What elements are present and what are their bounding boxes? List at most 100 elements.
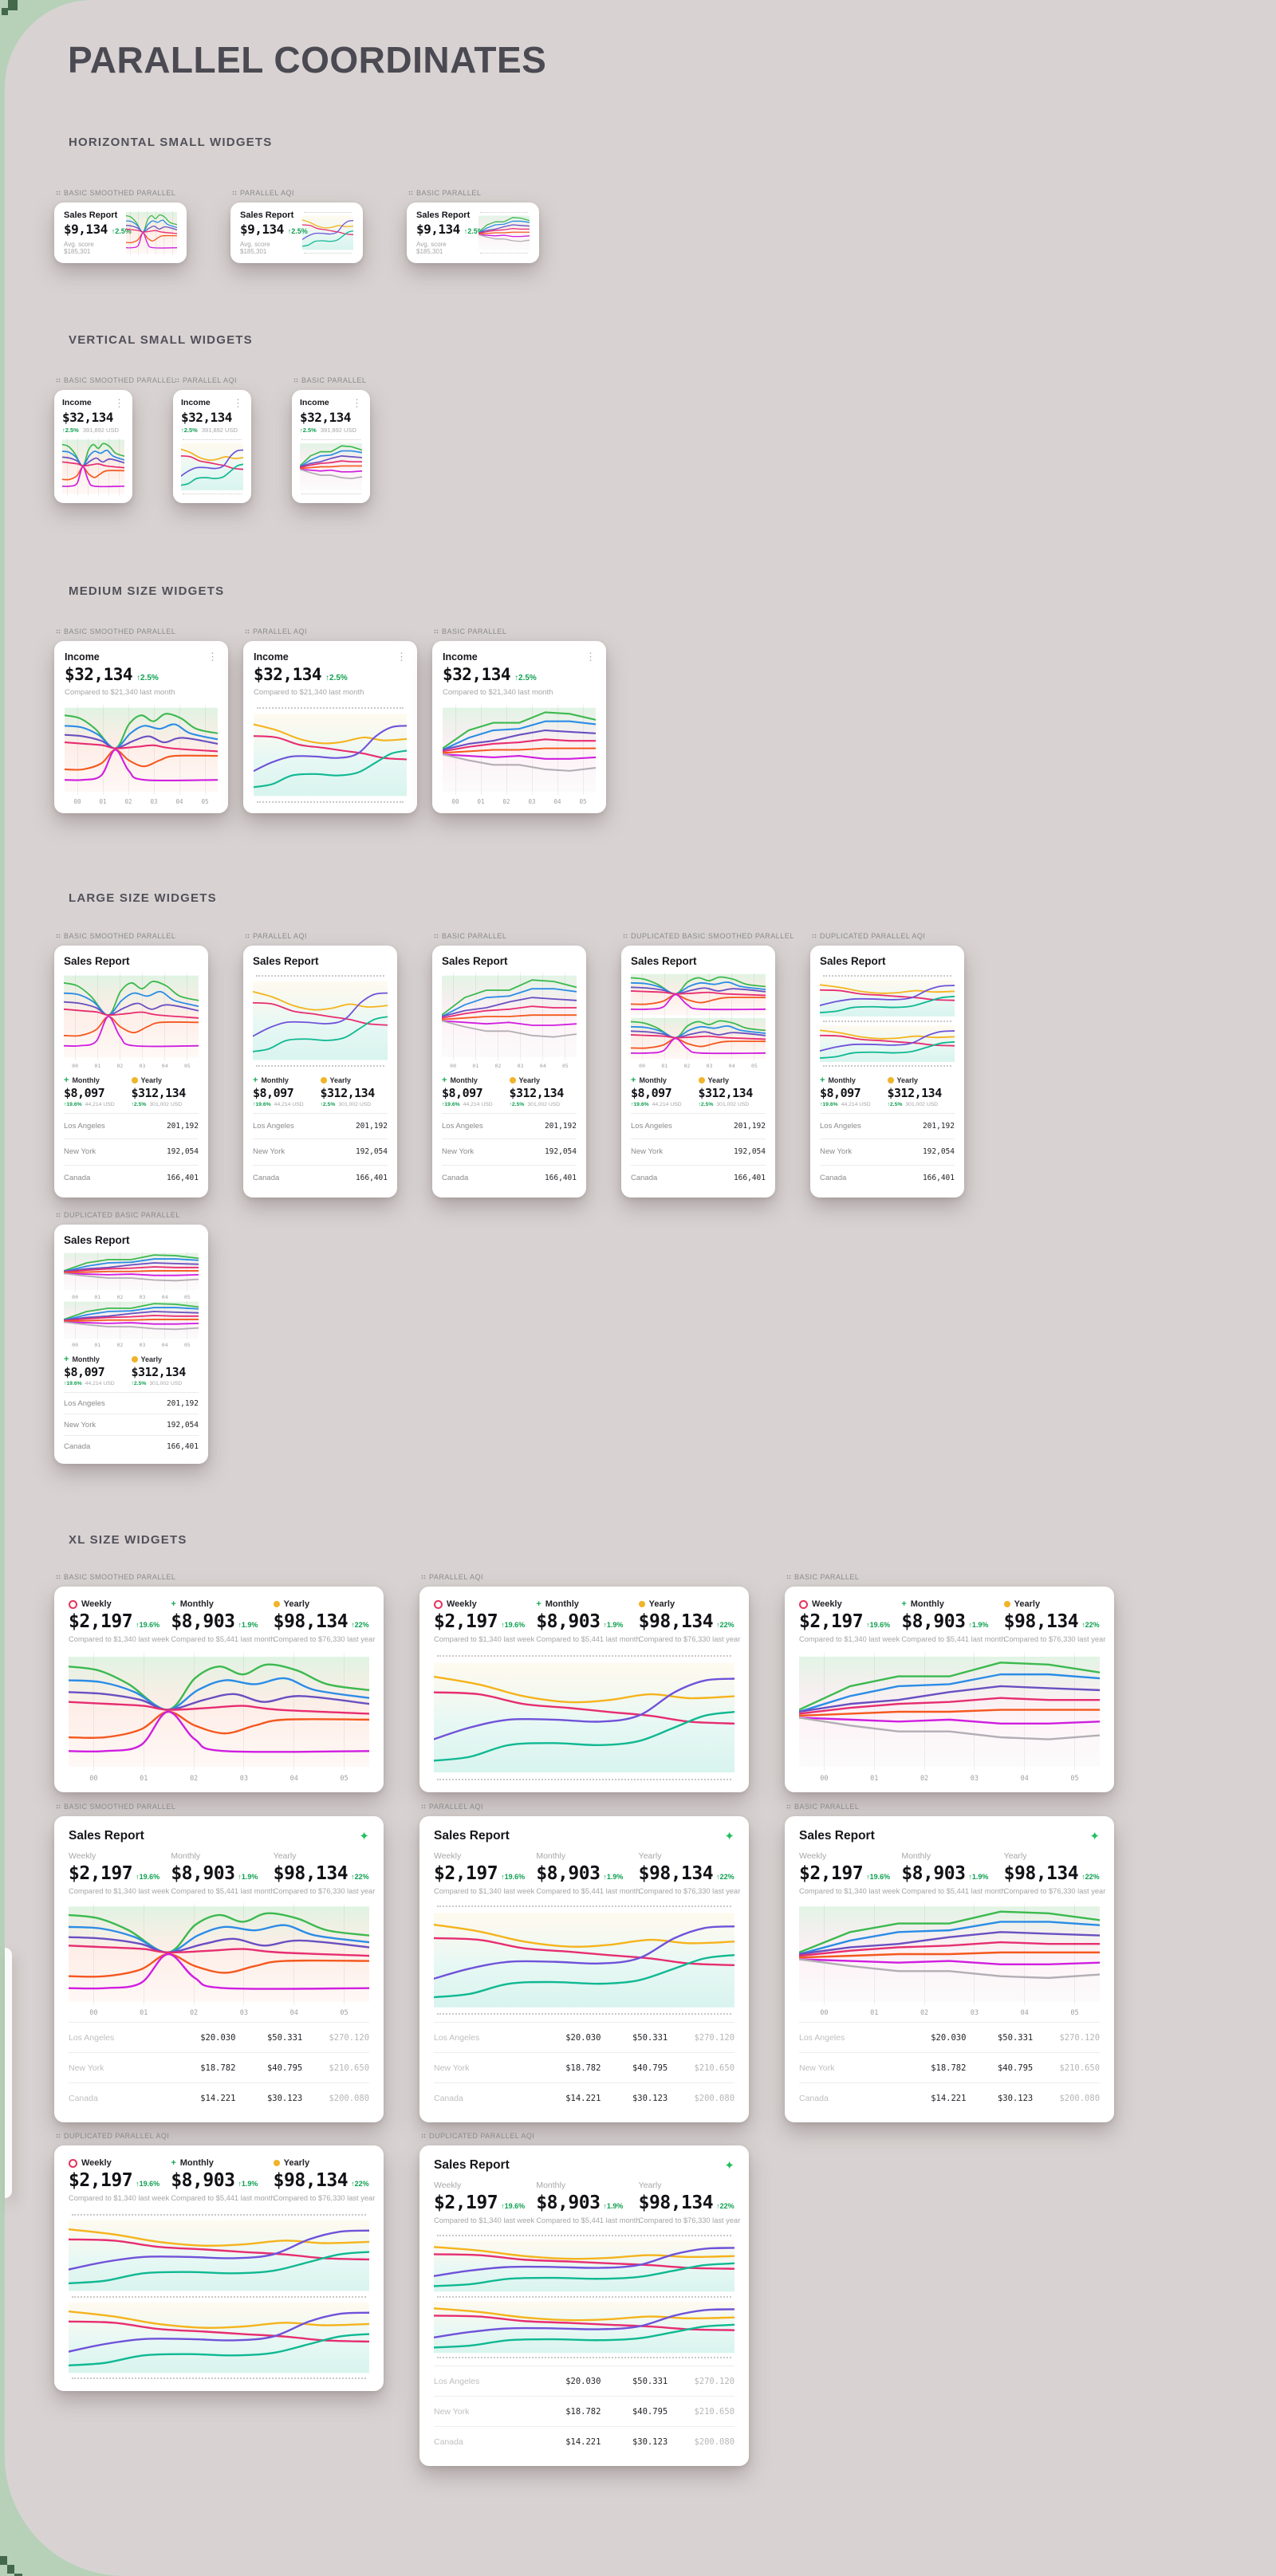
- xla-1-card[interactable]: Weekly $2,197 ↑19.6% Compared to $1,340 las…: [54, 1587, 384, 1792]
- kebab-menu-icon[interactable]: ⋮: [233, 397, 243, 409]
- stat-monthly: + Monthly $8,903 ↑1.9% Compared to $5,441 la…: [171, 2158, 274, 2202]
- card-title: Sales Report: [64, 1234, 130, 1246]
- kebab-menu-icon[interactable]: ⋮: [114, 397, 124, 409]
- section-heading-xl: XL SIZE WIDGETS: [69, 1533, 187, 1547]
- hs-2-card[interactable]: Sales Report $9,134 ↑2.5% Avg. score $185,3…: [230, 203, 363, 263]
- widget-type-label: DUPLICATED PARALLEL AQI: [56, 2132, 169, 2140]
- kebab-menu-icon[interactable]: ⋮: [585, 651, 596, 663]
- metric-subtext: Avg. score $185,301: [64, 241, 94, 255]
- teal-series-line: [69, 2252, 369, 2283]
- chart-area: [254, 705, 407, 805]
- hs-3-card[interactable]: Sales Report $9,134 ↑2.5% Avg. score $185,3…: [407, 203, 539, 263]
- metric-delta: ↑2.5%: [62, 427, 79, 434]
- basic-parallel-chart: [64, 1301, 199, 1339]
- dot-icon: [887, 1077, 894, 1083]
- xla-2-card[interactable]: Weekly $2,197 ↑19.6% Compared to $1,340 las…: [419, 1587, 749, 1792]
- md-2-card[interactable]: Income ⋮ $32,134 ↑2.5% Compared to $21,340 l…: [243, 641, 417, 813]
- table-row: Los Angeles $20.030 $50.331 $270.120: [434, 2022, 734, 2052]
- xla-3-card[interactable]: Weekly $2,197 ↑19.6% Compared to $1,340 las…: [785, 1587, 1114, 1792]
- purple-series-line: [65, 735, 218, 749]
- section-heading-medium: MEDIUM SIZE WIDGETS: [69, 584, 225, 598]
- vs-2-card[interactable]: Income ⋮ $32,134 ↑2.5% 391,892 USD: [173, 390, 251, 503]
- lg-5-card[interactable]: Sales Report + Monthly $8,097 ↑19.6% 44,214 U…: [810, 946, 964, 1198]
- metric-delta: ↑19.6%: [136, 2180, 160, 2188]
- stat-monthly: Monthly $8,903 ↑1.9% Compared to $5,441 las…: [536, 2181, 640, 2224]
- tick-dots: [437, 1779, 731, 1780]
- md-3-card[interactable]: Income ⋮ $32,134 ↑2.5% Compared to $21,340 l…: [432, 641, 606, 813]
- legend-delta: ↑19.6%: [631, 1102, 649, 1107]
- xlb-4-card[interactable]: Sales Report ✦ Weekly $2,197 ↑19.6% Compared …: [419, 2145, 749, 2466]
- lg-6-card[interactable]: Sales Report 00 01 02 03 04 05 00 01 02 03 04 05 + Mon…: [54, 1225, 208, 1464]
- stat-monthly: + Monthly $8,903 ↑1.9% Compared to $5,441 la…: [901, 1599, 1005, 1643]
- sparkle-icon[interactable]: ✦: [359, 1829, 369, 1843]
- region-value: 201,192: [166, 1122, 199, 1131]
- kebab-menu-icon[interactable]: ⋮: [352, 397, 362, 409]
- plus-icon: +: [442, 1075, 447, 1085]
- legend-subrow: ↑19.6% 44,214 USD: [64, 1102, 132, 1107]
- table-row: Los Angeles $20.030 $50.331 $270.120: [434, 2366, 734, 2396]
- sparkle-icon[interactable]: ✦: [724, 1829, 734, 1843]
- tick-dots: [257, 707, 404, 709]
- stat-head: Weekly: [69, 1851, 164, 1861]
- chart: [434, 1659, 734, 1776]
- vs-3-card[interactable]: Income ⋮ $32,134 ↑2.5% 391,892 USD: [292, 390, 370, 503]
- dot-icon: [273, 2160, 280, 2166]
- region-table: Los Angeles 201,192 New York 192,054 Canada 1…: [253, 1113, 388, 1190]
- metric-delta: ↑19.6%: [501, 2202, 526, 2210]
- metric-value: $2,197: [799, 1611, 864, 1632]
- sales-table: Los Angeles $20.030 $50.331 $270.120 New Yor…: [799, 2022, 1100, 2113]
- legend-head: Yearly: [320, 1076, 388, 1084]
- legend-subrow: ↑2.5% 301,002 USD: [132, 1381, 199, 1386]
- card-title: Sales Report: [416, 210, 471, 220]
- card-header: Income ⋮: [443, 651, 596, 663]
- orange-series-line: [631, 1038, 766, 1048]
- metric-subtext: Avg. score $185,301: [416, 241, 447, 255]
- metric-value: $2,197: [799, 1863, 864, 1884]
- smoothed-parallel-chart: [631, 973, 766, 1016]
- metric-row: $98,134 ↑22%: [274, 1611, 369, 1632]
- card-header: Income ⋮: [62, 398, 124, 408]
- metric-value: $2,197: [434, 2193, 498, 2213]
- stat-head: + Monthly: [171, 2158, 266, 2168]
- table-row: Canada 166,401: [820, 1164, 955, 1190]
- xla-4-card[interactable]: Weekly $2,197 ↑19.6% Compared to $1,340 las…: [54, 2145, 384, 2391]
- stat-head: Yearly: [274, 1851, 369, 1861]
- sparkle-icon[interactable]: ✦: [724, 2158, 734, 2173]
- metric-row: $2,197 ↑19.6%: [69, 1611, 164, 1632]
- sparkle-icon[interactable]: ✦: [1089, 1829, 1100, 1843]
- xlb-2-card[interactable]: Sales Report ✦ Weekly $2,197 ↑19.6% Compared …: [419, 1816, 749, 2122]
- vs-1-card[interactable]: Income ⋮ $32,134 ↑2.5% 391,892 USD: [54, 390, 132, 503]
- stat-label: Monthly: [910, 1599, 944, 1609]
- table-row: New York $18.782 $40.795 $210.650: [799, 2052, 1100, 2082]
- kebab-menu-icon[interactable]: ⋮: [207, 651, 218, 663]
- region-table: Los Angeles 201,192 New York 192,054 Canada 1…: [442, 1113, 577, 1190]
- metric-value: $9,134: [416, 222, 460, 237]
- xlb-3-card[interactable]: Sales Report ✦ Weekly $2,197 ↑19.6% Compared …: [785, 1816, 1114, 2122]
- axis-label: 04: [161, 1063, 168, 1069]
- lg-1-card[interactable]: Sales Report 00 01 02 03 04 05 + Monthly $8,097 ↑1…: [54, 946, 208, 1198]
- xlb-1-card[interactable]: Sales Report ✦ Weekly $2,197 ↑19.6% Compared …: [54, 1816, 384, 2122]
- axis-label: 00: [89, 1775, 98, 1783]
- axis-label: 04: [728, 1063, 735, 1069]
- component-icon: [56, 629, 61, 634]
- axis-labels: 00 01 02 03 04 05: [442, 1060, 577, 1069]
- green-series-line: [64, 981, 199, 1015]
- md-1-card[interactable]: Income ⋮ $32,134 ↑2.5% Compared to $21,340 l…: [54, 641, 228, 813]
- chart: [442, 973, 577, 1060]
- stat-subtext: Compared to $76,330 last year: [1003, 1635, 1106, 1643]
- chart-area: [302, 210, 353, 255]
- stat-subtext: Compared to $76,330 last year: [638, 1887, 741, 1895]
- region-name: New York: [434, 2063, 470, 2073]
- axis-label: 03: [528, 798, 536, 805]
- table-row: Los Angeles 201,192: [442, 1113, 577, 1139]
- kebab-menu-icon[interactable]: ⋮: [396, 651, 407, 663]
- axis-labels: 00 01 02 03 04 05: [69, 1771, 369, 1783]
- widget-type-label: PARALLEL AQI: [421, 1803, 483, 1811]
- metric-row: $8,903 ↑1.9%: [171, 2170, 266, 2191]
- lg-2-card[interactable]: Sales Report + Monthly $8,097 ↑19.6% 44,214 U…: [243, 946, 397, 1198]
- lg-4-card[interactable]: Sales Report 00 01 02 03 04 05 + Monthly $8,097 ↑1…: [621, 946, 775, 1198]
- hs-1-card[interactable]: Sales Report $9,134 ↑2.5% Avg. score $185,3…: [54, 203, 187, 263]
- aqi-parallel-chart: [253, 981, 388, 1060]
- lg-3-card[interactable]: Sales Report 00 01 02 03 04 05 + Monthly $8,097 ↑1…: [432, 946, 586, 1198]
- widget-type-label: BASIC SMOOTHED PARALLEL: [56, 1803, 175, 1811]
